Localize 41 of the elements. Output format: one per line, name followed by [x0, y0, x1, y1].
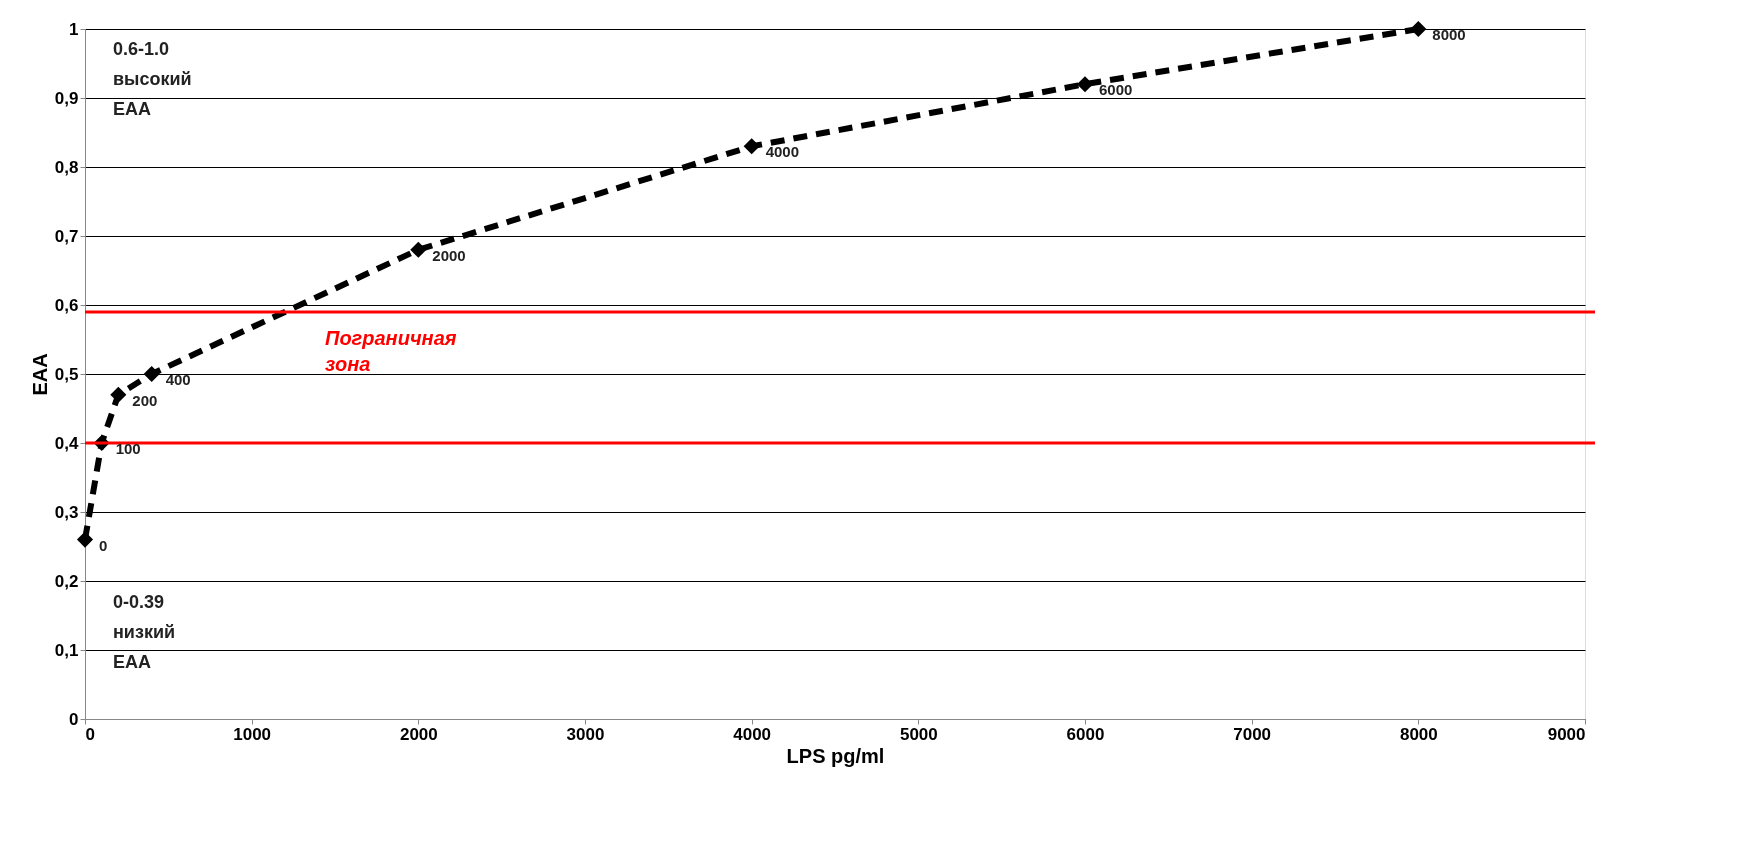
y-tick-label: 0,6 [54, 295, 79, 315]
y-tick-label: 0,5 [54, 364, 79, 384]
annotation: 0 [99, 536, 108, 554]
y-tick-label: 0,1 [54, 640, 79, 660]
y-axis-title: EAA [28, 353, 51, 396]
y-tick-label: 0,4 [54, 433, 80, 453]
annotation: 2000 [432, 246, 466, 264]
annotation: 6000 [1099, 81, 1133, 99]
annotation: 100 [115, 440, 141, 457]
x-tick-label: 2000 [399, 724, 438, 744]
point [76, 531, 94, 548]
point [110, 386, 127, 403]
point [410, 241, 427, 258]
point [743, 138, 760, 155]
point [1076, 76, 1094, 93]
x-tick-label: 7000 [1233, 724, 1272, 744]
x-tick-label: 0 [85, 724, 95, 744]
x-tick-label: 1000 [233, 724, 272, 744]
point [143, 365, 160, 383]
annotation: Пограничная зона [325, 327, 457, 375]
y-tick-label: 0 [69, 709, 79, 729]
annotation: 0-0.39 низкий EAA [113, 592, 176, 672]
annotation: 0.6-1.0 высокий EAA [113, 39, 192, 119]
x-tick-label: 8000 [1399, 724, 1438, 744]
x-tick-label: 9000 [1547, 724, 1586, 744]
y-tick-label: 0,9 [54, 88, 79, 108]
x-tick-label: 4000 [733, 724, 772, 744]
y-tick-label: 1 [69, 19, 79, 39]
y-tick-label: 0,7 [54, 226, 79, 246]
y-tick-label: 0,3 [54, 502, 79, 522]
x-axis-title: LPS pg/ml [786, 744, 885, 767]
x-tick-label: 5000 [899, 724, 938, 744]
y-tick-label: 0,8 [54, 157, 79, 177]
x-tick-label: 6000 [1066, 724, 1105, 744]
point [1410, 20, 1427, 38]
annotation: 400 [165, 371, 191, 388]
annotation: 8000 [1432, 26, 1466, 43]
y-tick-label: 0,2 [54, 571, 79, 591]
annotation: 200 [132, 391, 158, 409]
annotation: 4000 [765, 143, 800, 161]
x-tick-label: 3000 [566, 724, 605, 744]
